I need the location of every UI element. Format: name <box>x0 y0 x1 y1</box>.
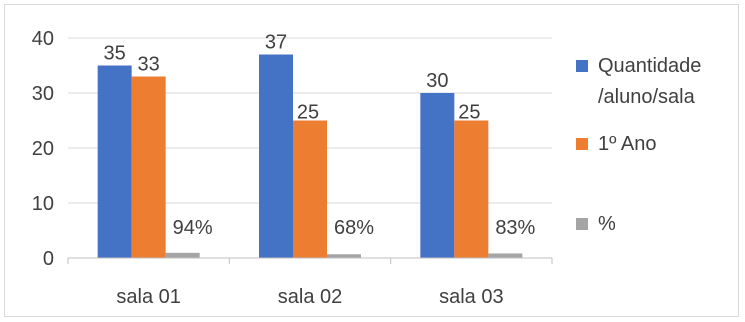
y-tick-label: 30 <box>32 83 54 105</box>
data-label: 30 <box>426 70 448 92</box>
y-tick-label: 20 <box>32 138 54 160</box>
data-label: 37 <box>265 32 287 54</box>
data-label: 94% <box>173 217 213 239</box>
x-tick-label: sala 02 <box>278 286 343 308</box>
bar-3-sala-01 <box>166 253 200 258</box>
data-label: 35 <box>104 43 126 65</box>
bars: 35 33 94% 37 25 68% 30 25 83% <box>98 32 536 259</box>
legend-label: % <box>598 213 616 235</box>
legend-swatch <box>576 218 588 230</box>
bar-2-sala-02 <box>293 121 327 259</box>
legend-label: 1º Ano <box>598 133 656 155</box>
bar-1-sala-02 <box>259 55 293 259</box>
legend: Quantidade/aluno/sala 1º Ano% <box>576 55 701 235</box>
data-label: 25 <box>458 102 480 124</box>
x-tick-label: sala 03 <box>439 286 504 308</box>
bar-2-sala-01 <box>132 77 166 259</box>
legend-swatch <box>576 138 588 150</box>
y-tick-label: 40 <box>32 28 54 50</box>
y-tick-label: 10 <box>32 193 54 215</box>
bar-1-sala-03 <box>420 93 454 258</box>
legend-swatch <box>576 60 588 72</box>
bar-1-sala-01 <box>98 66 132 259</box>
data-label: 83% <box>495 217 535 239</box>
legend-label: /aluno/sala <box>598 86 696 108</box>
data-label: 33 <box>138 54 160 76</box>
data-label: 25 <box>297 102 319 124</box>
x-tick-label: sala 01 <box>116 286 181 308</box>
bar-3-sala-03 <box>488 253 522 258</box>
y-tick-label: 0 <box>43 248 54 270</box>
bar-2-sala-03 <box>454 121 488 259</box>
legend-label: Quantidade <box>598 55 701 77</box>
data-label: 68% <box>334 217 374 239</box>
bar-3-sala-02 <box>327 254 361 258</box>
